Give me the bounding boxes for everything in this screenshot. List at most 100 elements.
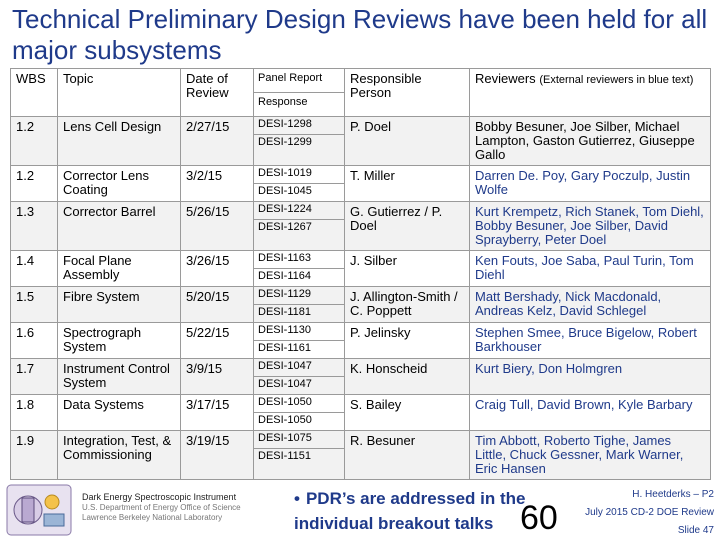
- person-cell: S. Bailey: [344, 394, 470, 431]
- panel-report-ref: DESI-1075: [258, 432, 312, 444]
- topic-cell: Focal Plane Assembly: [57, 250, 181, 287]
- date-cell: 5/22/15: [180, 322, 254, 359]
- panel-report-ref: DESI-1224: [258, 203, 312, 215]
- footer-author: H. Heetderks – P2: [632, 489, 714, 500]
- table-row: 1.2 Lens Cell Design 2/27/15 DESI-1298 DESI-…: [10, 116, 711, 166]
- response-ref: DESI-1050: [254, 412, 344, 430]
- header-reviewers-label: Reviewers: [475, 71, 536, 86]
- pdr-note-text: PDR’s are addressed in the individual br…: [294, 489, 526, 533]
- wbs-cell: 1.4: [10, 250, 58, 287]
- panel-report-ref: DESI-1163: [258, 252, 311, 264]
- header-date: Date of Review: [180, 68, 254, 117]
- response-ref: DESI-1299: [254, 134, 344, 152]
- response-ref: DESI-1267: [254, 219, 344, 237]
- date-cell: 3/17/15: [180, 394, 254, 431]
- panel-cell: DESI-1129 DESI-1181: [253, 286, 345, 323]
- wbs-cell: 1.6: [10, 322, 58, 359]
- date-cell: 2/27/15: [180, 116, 254, 166]
- topic-cell: Fibre System: [57, 286, 181, 323]
- table-row: 1.5 Fibre System 5/20/15 DESI-1129 DESI-1181…: [10, 286, 711, 323]
- panel-report-ref: DESI-1050: [258, 396, 312, 408]
- response-ref: DESI-1047: [254, 376, 344, 394]
- bullet-icon: •: [294, 489, 300, 508]
- table-row: 1.9 Integration, Test, & Commissioning 3/1…: [10, 430, 711, 480]
- topic-cell: Spectrograph System: [57, 322, 181, 359]
- header-reviewers: Reviewers (External reviewers in blue te…: [469, 68, 711, 117]
- date-cell: 3/9/15: [180, 358, 254, 395]
- topic-cell: Corrector Barrel: [57, 201, 181, 251]
- panel-report-ref: DESI-1298: [258, 118, 312, 130]
- footer-instrument: Dark Energy Spectroscopic Instrument: [82, 492, 237, 502]
- table-row: 1.7 Instrument Control System 3/9/15 DESI-1…: [10, 358, 711, 395]
- reviewers-cell: Bobby Besuner, Joe Silber, Michael Lampt…: [469, 116, 711, 166]
- footer-lab: Lawrence Berkeley National Laboratory: [82, 513, 223, 522]
- wbs-cell: 1.8: [10, 394, 58, 431]
- footer-review: July 2015 CD-2 DOE Review: [585, 507, 714, 518]
- person-cell: J. Silber: [344, 250, 470, 287]
- reviewers-cell: Craig Tull, David Brown, Kyle Barbary: [469, 394, 711, 431]
- date-cell: 5/20/15: [180, 286, 254, 323]
- panel-cell: DESI-1224 DESI-1267: [253, 201, 345, 251]
- panel-cell: DESI-1298 DESI-1299: [253, 116, 345, 166]
- date-cell: 3/26/15: [180, 250, 254, 287]
- desi-logo-icon: [6, 484, 72, 536]
- response-ref: DESI-1151: [254, 448, 344, 466]
- wbs-cell: 1.2: [10, 116, 58, 166]
- topic-cell: Lens Cell Design: [57, 116, 181, 166]
- page-number: 60: [520, 499, 558, 537]
- table-row: 1.4 Focal Plane Assembly 3/26/15 DESI-1163 D…: [10, 250, 711, 287]
- wbs-cell: 1.9: [10, 430, 58, 480]
- response-ref: DESI-1045: [254, 183, 344, 201]
- reviewers-cell: Darren De. Poy, Gary Poczulp, Justin Wol…: [469, 165, 711, 202]
- date-cell: 3/2/15: [180, 165, 254, 202]
- table-body: 1.2 Lens Cell Design 2/27/15 DESI-1298 DESI-…: [10, 116, 711, 480]
- table-row: 1.8 Data Systems 3/17/15 DESI-1050 DESI-1050…: [10, 394, 711, 431]
- response-ref: DESI-1164: [254, 268, 344, 286]
- reviewers-cell: Ken Fouts, Joe Saba, Paul Turin, Tom Die…: [469, 250, 711, 287]
- person-cell: R. Besuner: [344, 430, 470, 480]
- panel-report-ref: DESI-1019: [258, 167, 312, 179]
- person-cell: J. Allington-Smith / C. Poppett: [344, 286, 470, 323]
- pdr-note: • PDR’s are addressed in the individual b…: [294, 486, 564, 536]
- footer-agency: U.S. Department of Energy Office of Scie…: [82, 503, 241, 512]
- panel-report-ref: DESI-1129: [258, 288, 311, 300]
- person-cell: K. Honscheid: [344, 358, 470, 395]
- date-cell: 3/19/15: [180, 430, 254, 480]
- header-wbs: WBS: [10, 68, 58, 117]
- slide-title: Technical Preliminary Design Reviews hav…: [12, 4, 708, 65]
- wbs-cell: 1.5: [10, 286, 58, 323]
- panel-cell: DESI-1130 DESI-1161: [253, 322, 345, 359]
- footer-meta: H. Heetderks – P2 July 2015 CD-2 DOE Rev…: [574, 486, 714, 540]
- wbs-cell: 1.7: [10, 358, 58, 395]
- reviewers-cell: Kurt Biery, Don Holmgren: [469, 358, 711, 395]
- footer-institution: Dark Energy Spectroscopic Instrument U.S…: [82, 492, 241, 523]
- footer-slide: Slide 47: [677, 525, 714, 536]
- response-ref: DESI-1181: [254, 304, 344, 322]
- reviewers-cell: Stephen Smee, Bruce Bigelow, Robert Bark…: [469, 322, 711, 359]
- header-panel-report: Panel Report: [258, 72, 323, 84]
- date-cell: 5/26/15: [180, 201, 254, 251]
- topic-cell: Instrument Control System: [57, 358, 181, 395]
- panel-report-ref: DESI-1047: [258, 360, 312, 372]
- design-review-table: WBS Topic Date of Review Panel Report Re…: [10, 68, 711, 480]
- person-cell: T. Miller: [344, 165, 470, 202]
- topic-cell: Integration, Test, & Commissioning: [57, 430, 181, 480]
- reviewers-cell: Matt Bershady, Nick Macdonald, Andreas K…: [469, 286, 711, 323]
- reviewers-cell: Kurt Krempetz, Rich Stanek, Tom Diehl, B…: [469, 201, 711, 251]
- panel-cell: DESI-1019 DESI-1045: [253, 165, 345, 202]
- header-reviewers-note: (External reviewers in blue text): [539, 74, 694, 86]
- topic-cell: Data Systems: [57, 394, 181, 431]
- person-cell: P. Jelinsky: [344, 322, 470, 359]
- wbs-cell: 1.2: [10, 165, 58, 202]
- topic-cell: Corrector Lens Coating: [57, 165, 181, 202]
- table-row: 1.3 Corrector Barrel 5/26/15 DESI-1224 DESI-…: [10, 201, 711, 251]
- table-row: 1.6 Spectrograph System 5/22/15 DESI-1130 DE…: [10, 322, 711, 359]
- header-panel: Panel Report Response: [253, 68, 345, 117]
- panel-cell: DESI-1075 DESI-1151: [253, 430, 345, 480]
- header-response: Response: [254, 92, 344, 116]
- wbs-cell: 1.3: [10, 201, 58, 251]
- person-cell: G. Gutierrez / P. Doel: [344, 201, 470, 251]
- header-topic: Topic: [57, 68, 181, 117]
- header-person: Responsible Person: [344, 68, 470, 117]
- panel-cell: DESI-1050 DESI-1050: [253, 394, 345, 431]
